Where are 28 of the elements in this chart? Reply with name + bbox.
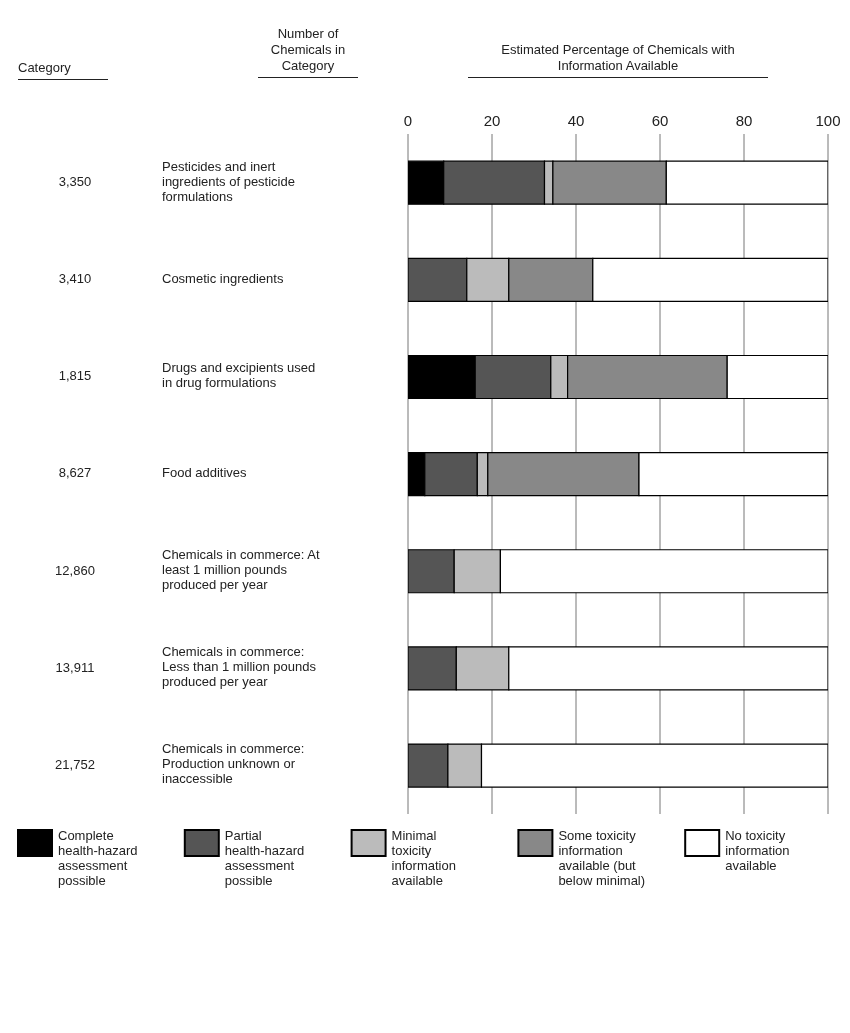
y2-tick-label: 3,350 — [58, 174, 92, 190]
text: Number of Chemicals in Category — [258, 26, 358, 78]
y2-tick-label: 3,410 — [58, 271, 92, 287]
x-tick-label: 20 — [483, 112, 501, 129]
legend-label: Some toxicity information available (but below minimal) — [558, 828, 646, 888]
y-tick-label: Pesticides and inert ingredients of pesticide formulations — [162, 159, 295, 205]
y2-tick-label: 13,911 — [55, 659, 95, 675]
y-tick-label: Chemicals in commerce: Production unknown or inaccessible — [162, 741, 305, 787]
y-tick-label: Chemicals in commerce: Less than 1 million pounds produced per year — [162, 644, 317, 690]
y-tick-label: Food additives — [162, 465, 248, 481]
x-tick-label: 60 — [651, 112, 669, 129]
y2-tick-label: 12,860 — [55, 562, 95, 578]
text: Category — [18, 60, 108, 80]
y2-tick-label: 8,627 — [58, 465, 92, 481]
y2-tick-label: 1,815 — [58, 368, 92, 384]
legend-label: Partial health-hazard assessment possible — [224, 828, 305, 888]
x-tick-label: 100 — [815, 112, 841, 129]
y-tick-label: Cosmetic ingredients — [162, 271, 284, 287]
x-tick-label: 0 — [403, 112, 413, 129]
y-tick-label: Chemicals in commerce: At least 1 million pounds produced per year — [162, 547, 320, 593]
x-axis-title: Estimated Percentage of Chemicals with Information Available — [468, 42, 768, 78]
legend-label: No toxicity information available — [725, 828, 790, 873]
y-tick-label: Drugs and excipients used in drug formulations — [162, 360, 316, 391]
legend-label: Minimal toxicity information available — [391, 828, 456, 888]
y2-tick-label: 21,752 — [55, 756, 95, 772]
x-tick-label: 80 — [735, 112, 753, 129]
legend-label: Complete health-hazard assessment possible — [58, 828, 138, 888]
x-tick-label: 40 — [567, 112, 585, 129]
